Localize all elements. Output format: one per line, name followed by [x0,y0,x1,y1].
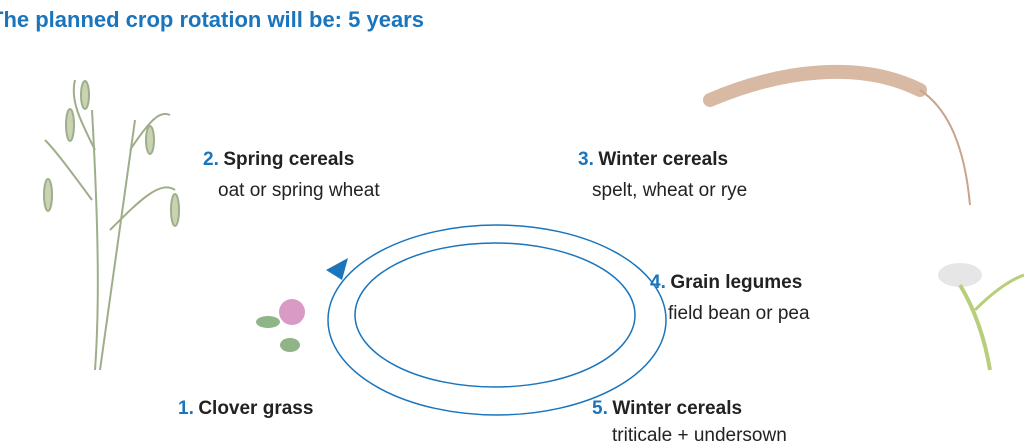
step-number: 5. [592,398,608,419]
step-name: Winter cereals [612,398,742,419]
step-1: 1. Clover grass [178,398,313,419]
step-detail: field bean or pea [668,303,810,324]
step-5: 5. Winter cereals [592,398,742,419]
step-detail: triticale + undersown [612,425,787,446]
outer-ring [327,224,667,416]
pea-illustration [938,263,1024,371]
step-detail: oat or spring wheat [218,180,380,201]
step-4: 4. Grain legumes [650,272,802,293]
clover-illustration [256,299,305,352]
step-number: 1. [178,398,194,419]
step-number: 4. [650,272,666,293]
step-number: 2. [203,149,219,170]
oat-illustration [43,79,180,371]
step-name: Spring cereals [223,149,354,170]
step-number: 3. [578,149,594,170]
step-name: Grain legumes [670,272,802,293]
wheat-illustration [703,64,971,206]
step-name: Clover grass [198,398,313,419]
cycle-arrow [326,258,348,280]
step-3: 3. Winter cereals [578,149,728,170]
cycle [327,224,667,416]
step-name: Winter cereals [598,149,728,170]
step-2: 2. Spring cereals [203,149,354,170]
title: The planned crop rotation will be: 5 yea… [0,7,424,32]
step-detail: spelt, wheat or rye [592,180,747,201]
inner-ring [354,242,636,388]
